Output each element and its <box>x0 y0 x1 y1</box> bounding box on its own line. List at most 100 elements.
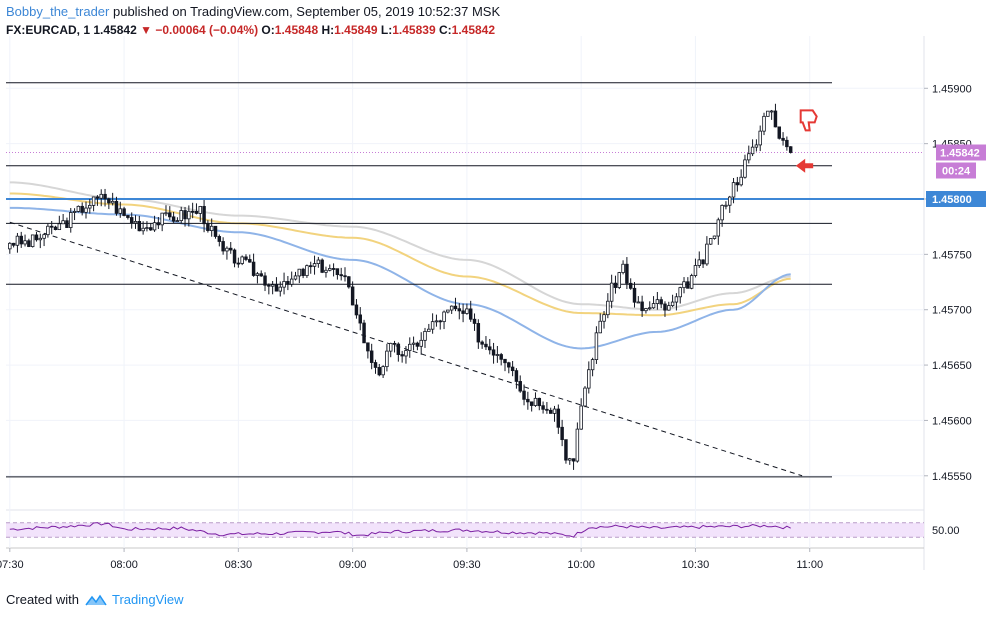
tradingview-brand[interactable]: TradingView <box>112 592 184 607</box>
x-tick-label: 08:30 <box>225 559 253 571</box>
candle <box>571 458 576 470</box>
candle <box>655 291 660 310</box>
candle-body <box>621 263 625 274</box>
candle-body <box>716 219 721 237</box>
candle <box>168 206 172 221</box>
candle-body <box>316 259 321 264</box>
candle-body <box>175 220 180 223</box>
candle <box>427 323 431 332</box>
candle-body <box>682 281 686 289</box>
candle <box>663 301 667 317</box>
candle <box>53 225 58 231</box>
candle <box>552 405 557 422</box>
candle-body <box>244 256 248 260</box>
candle <box>682 277 686 294</box>
candle <box>274 277 279 292</box>
candle-body <box>617 272 622 288</box>
horizontal-levels <box>6 82 924 478</box>
candle-body <box>84 207 88 213</box>
candle <box>716 217 721 245</box>
candle-body <box>88 204 92 209</box>
candle-body <box>381 366 385 376</box>
candle-body <box>754 144 759 148</box>
rsi-mid-label: 50.00 <box>932 525 960 537</box>
candle-body <box>640 301 644 312</box>
candle <box>453 297 458 312</box>
annotations <box>795 109 818 173</box>
candle-body <box>278 286 282 292</box>
y-tick-label: 1.45750 <box>932 249 972 261</box>
candle <box>65 217 69 228</box>
candle-body <box>19 235 23 245</box>
candle-body <box>602 314 606 322</box>
candle-body <box>758 130 762 146</box>
open-value: 1.45848 <box>274 23 319 37</box>
candle-body <box>427 328 431 332</box>
candle-body <box>788 146 793 153</box>
candle-body <box>354 304 359 316</box>
candle <box>602 310 606 329</box>
candle-body <box>347 276 351 288</box>
tradingview-logo-icon <box>85 594 107 606</box>
last-price-label: 1.45842 <box>940 148 980 160</box>
candle-body <box>72 211 77 213</box>
price-chart[interactable]: 1.45550 1.45600 1.45650 1.45700 1.45750 1.458… <box>0 0 988 590</box>
candle <box>674 293 679 311</box>
candle <box>23 234 27 247</box>
candle-body <box>194 210 199 214</box>
candle <box>747 145 751 164</box>
candle-body <box>103 193 107 200</box>
candle-body <box>141 227 145 232</box>
candle <box>522 384 526 406</box>
author-name[interactable]: Bobby_the_trader <box>6 4 110 19</box>
candle <box>724 201 728 210</box>
candle-body <box>190 210 195 213</box>
candle-body <box>27 240 31 247</box>
candle-body <box>712 235 717 239</box>
candle <box>388 342 393 358</box>
candle <box>206 220 210 233</box>
candle-body <box>15 235 20 246</box>
candle <box>122 206 126 217</box>
rsi-line <box>9 522 791 538</box>
candles <box>8 103 793 470</box>
candle <box>423 327 427 348</box>
candle <box>743 154 747 179</box>
symbol-label[interactable]: FX:EURCAD, 1 <box>6 23 91 37</box>
candle-body <box>762 115 766 132</box>
candle-body <box>705 243 709 265</box>
candle-body <box>91 196 96 206</box>
candle <box>251 253 256 277</box>
candle-body <box>686 281 690 289</box>
candle <box>278 281 282 297</box>
candle-body <box>548 409 553 414</box>
candle-body <box>137 221 142 232</box>
rsi-pane <box>6 522 924 538</box>
candle-body <box>773 110 778 128</box>
candle-body <box>335 268 340 276</box>
publish-header: Bobby_the_trader published on TradingVie… <box>6 3 500 21</box>
candle-body <box>724 204 728 207</box>
x-tick-label: 09:30 <box>453 559 481 571</box>
candle <box>442 310 446 330</box>
candle-body <box>53 226 58 231</box>
candle-body <box>42 234 46 239</box>
candle <box>38 233 43 249</box>
candle <box>129 212 134 229</box>
candle <box>297 268 302 284</box>
candle-body <box>251 261 256 276</box>
candle <box>392 340 397 353</box>
candle <box>644 307 648 314</box>
candle-body <box>579 405 583 430</box>
candle <box>339 267 343 281</box>
candle-body <box>769 110 774 113</box>
candle <box>381 365 385 378</box>
candle-body <box>674 296 679 303</box>
candle <box>499 352 503 366</box>
candle <box>324 266 328 278</box>
candle <box>240 255 244 266</box>
candle <box>785 136 789 151</box>
candle-body <box>274 284 279 292</box>
candle-body <box>655 299 660 304</box>
candle-body <box>358 314 362 324</box>
